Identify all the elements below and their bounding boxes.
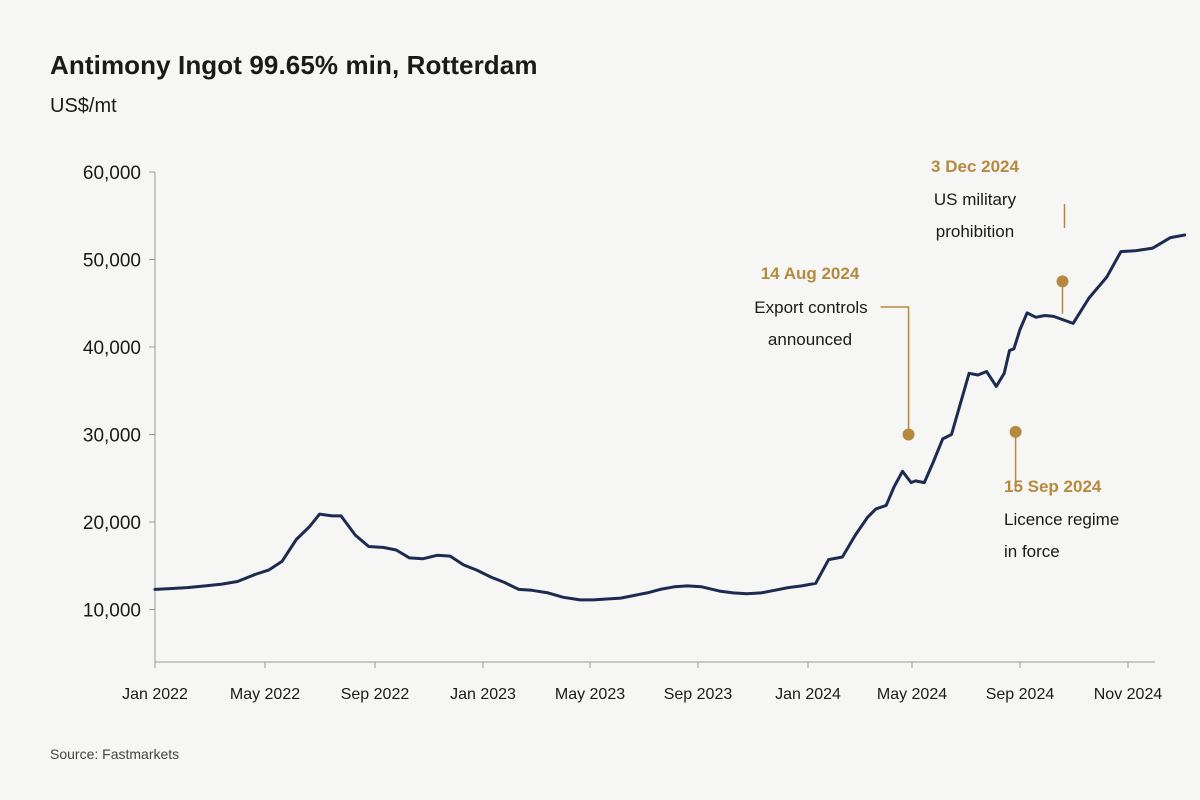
annotation-date-label: 15 Sep 2024 — [1004, 477, 1102, 496]
annotation-text-line: US military — [934, 190, 1017, 209]
y-tick-label: 40,000 — [83, 338, 141, 359]
y-tick-label: 50,000 — [83, 251, 141, 272]
annotation-marker-dot — [902, 428, 915, 441]
x-tick-label: May 2024 — [877, 686, 947, 703]
y-tick-label: 10,000 — [83, 601, 141, 622]
x-tick-label: May 2022 — [230, 686, 300, 703]
annotation-text-line: in force — [1004, 542, 1060, 561]
price-series-line — [153, 233, 1187, 602]
x-tick-label: May 2023 — [555, 686, 625, 703]
x-tick-label: Sep 2024 — [986, 686, 1055, 703]
source-note: Source: Fastmarkets — [50, 746, 180, 762]
x-tick-label: Sep 2023 — [664, 686, 733, 703]
x-tick-label: Jan 2022 — [122, 686, 188, 703]
annotation-text-line: announced — [768, 330, 852, 349]
y-tick-label: 60,000 — [83, 163, 141, 184]
annotation-date-label: 3 Dec 2024 — [931, 157, 1019, 176]
x-tick-label: Sep 2022 — [341, 686, 410, 703]
annotation-text-line: prohibition — [936, 222, 1014, 241]
annotation-date-label: 14 Aug 2024 — [761, 264, 860, 283]
annotation-text-line: Export controls — [754, 298, 867, 317]
y-axis-unit-label: US$/mt — [50, 95, 117, 117]
annotation-text-line: Licence regime — [1004, 510, 1119, 529]
chart-title: Antimony Ingot 99.65% min, Rotterdam — [50, 50, 538, 80]
y-tick-label: 30,000 — [83, 426, 141, 447]
annotation-leader-line — [880, 306, 910, 435]
y-tick-label: 20,000 — [83, 513, 141, 534]
x-tick-label: Jan 2024 — [775, 686, 841, 703]
annotation-marker-dot — [1056, 275, 1069, 288]
x-tick-label: Nov 2024 — [1094, 686, 1163, 703]
x-tick-label: Jan 2023 — [450, 686, 516, 703]
